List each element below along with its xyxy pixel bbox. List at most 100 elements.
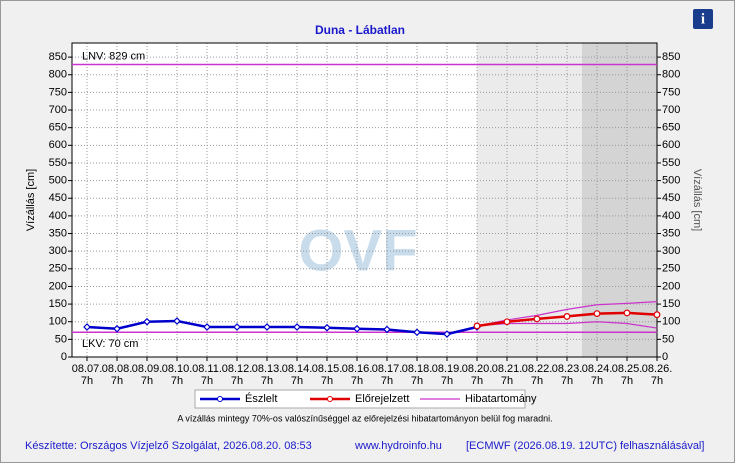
y-tick-label: 500 <box>49 175 67 187</box>
x-tick-label: 08.10. <box>162 363 193 375</box>
info-icon[interactable]: i <box>701 11 705 27</box>
x-tick-time: 7h <box>201 375 213 387</box>
point <box>203 323 211 331</box>
y2-tick-label: 0 <box>662 351 668 363</box>
y-tick-label: 50 <box>55 333 67 345</box>
point <box>443 330 451 338</box>
y-tick-label: 750 <box>49 86 67 98</box>
y2-tick-label: 750 <box>662 86 680 98</box>
x-tick-label: 08.07. <box>72 363 103 375</box>
legend-label: Előrejelzett <box>355 393 409 405</box>
x-tick-time: 7h <box>591 375 603 387</box>
point <box>293 323 301 331</box>
x-tick-label: 08.26. <box>642 363 673 375</box>
point <box>383 325 391 334</box>
x-tick-label: 08.15. <box>312 363 343 375</box>
y-tick-label: 250 <box>49 263 67 275</box>
point <box>413 328 421 337</box>
y2-tick-label: 700 <box>662 104 680 116</box>
x-tick-label: 08.20. <box>462 363 493 375</box>
x-tick-time: 7h <box>321 375 333 387</box>
point <box>653 311 661 319</box>
forecast-shade <box>477 43 582 357</box>
x-tick-time: 7h <box>381 375 393 387</box>
y2-tick-label: 800 <box>662 69 680 81</box>
note: A vízállás mintegy 70%-os valószínűségge… <box>177 413 552 423</box>
x-tick-time: 7h <box>171 375 183 387</box>
y-tick-label: 600 <box>49 139 67 151</box>
x-tick-time: 7h <box>621 375 633 387</box>
x-tick-time: 7h <box>471 375 483 387</box>
y2-tick-label: 350 <box>662 227 680 239</box>
x-tick-label: 08.17. <box>372 363 403 375</box>
x-tick-time: 7h <box>81 375 93 387</box>
y-tick-label: 650 <box>49 122 67 134</box>
y-tick-label: 300 <box>49 245 67 257</box>
reference-label: LNV: 829 cm <box>82 50 145 62</box>
x-tick-time: 7h <box>111 375 123 387</box>
point <box>533 315 541 323</box>
point <box>503 318 511 326</box>
point <box>173 317 181 325</box>
footer-source: [ECMWF (2026.08.19. 12UTC) felhasználásá… <box>466 440 704 452</box>
y-tick-label: 850 <box>49 51 67 63</box>
x-tick-time: 7h <box>411 375 423 387</box>
point <box>353 324 361 333</box>
chart-title: Duna - Lábatlan <box>315 23 405 37</box>
series-line <box>86 319 478 336</box>
forecast-late-shade <box>582 43 657 357</box>
y2-tick-label: 300 <box>662 245 680 257</box>
x-tick-label: 08.19. <box>432 363 463 375</box>
x-tick-label: 08.14. <box>282 363 313 375</box>
point <box>263 323 271 331</box>
point <box>623 309 631 317</box>
y2-tick-label: 500 <box>662 175 680 187</box>
y-tick-label: 150 <box>49 298 67 310</box>
footer-credit: Készítette: Országos Vízjelző Szolgálat,… <box>25 440 312 452</box>
x-tick-time: 7h <box>261 375 273 387</box>
info-button[interactable]: i <box>693 9 713 29</box>
point <box>593 310 601 318</box>
info-box[interactable] <box>693 9 713 29</box>
y2-tick-label: 650 <box>662 122 680 134</box>
x-tick-time: 7h <box>501 375 513 387</box>
reference-label: LKV: 70 cm <box>82 338 138 350</box>
point <box>473 322 481 330</box>
x-tick-time: 7h <box>651 375 663 387</box>
x-tick-time: 7h <box>291 375 303 387</box>
y-tick-label: 400 <box>49 210 67 222</box>
y2-axis-label: Vízállás [cm] <box>691 169 703 231</box>
x-tick-label: 08.11. <box>192 363 222 375</box>
y-tick-label: 550 <box>49 157 67 169</box>
x-tick-label: 08.08. <box>102 363 133 375</box>
point <box>143 317 151 326</box>
x-tick-time: 7h <box>231 375 243 387</box>
footer-url[interactable]: www.hydroinfo.hu <box>354 440 442 452</box>
x-tick-time: 7h <box>351 375 363 387</box>
x-tick-time: 7h <box>561 375 573 387</box>
point <box>83 323 91 331</box>
legend-label: Észlelt <box>245 392 277 405</box>
y2-tick-label: 50 <box>662 333 674 345</box>
y-axis-label: Vízállás [cm] <box>25 169 37 231</box>
x-tick-time: 7h <box>141 375 153 387</box>
y2-tick-label: 400 <box>662 210 680 222</box>
legend-marker <box>217 396 223 402</box>
x-tick-label: 08.21. <box>492 363 523 375</box>
y2-tick-label: 450 <box>662 192 680 204</box>
y2-tick-label: 600 <box>662 139 680 151</box>
y-tick-label: 0 <box>61 351 67 363</box>
x-tick-label: 08.22. <box>522 363 553 375</box>
x-tick-label: 08.23. <box>552 363 583 375</box>
point <box>323 323 331 332</box>
legend-label: Hibatartomány <box>465 393 537 405</box>
y2-tick-label: 200 <box>662 280 680 292</box>
y2-tick-label: 850 <box>662 51 680 63</box>
legend <box>194 389 526 409</box>
plot-border <box>71 42 658 358</box>
x-tick-label: 08.12. <box>222 363 253 375</box>
y-tick-label: 700 <box>49 104 67 116</box>
point <box>233 323 241 331</box>
y2-tick-label: 550 <box>662 157 680 169</box>
